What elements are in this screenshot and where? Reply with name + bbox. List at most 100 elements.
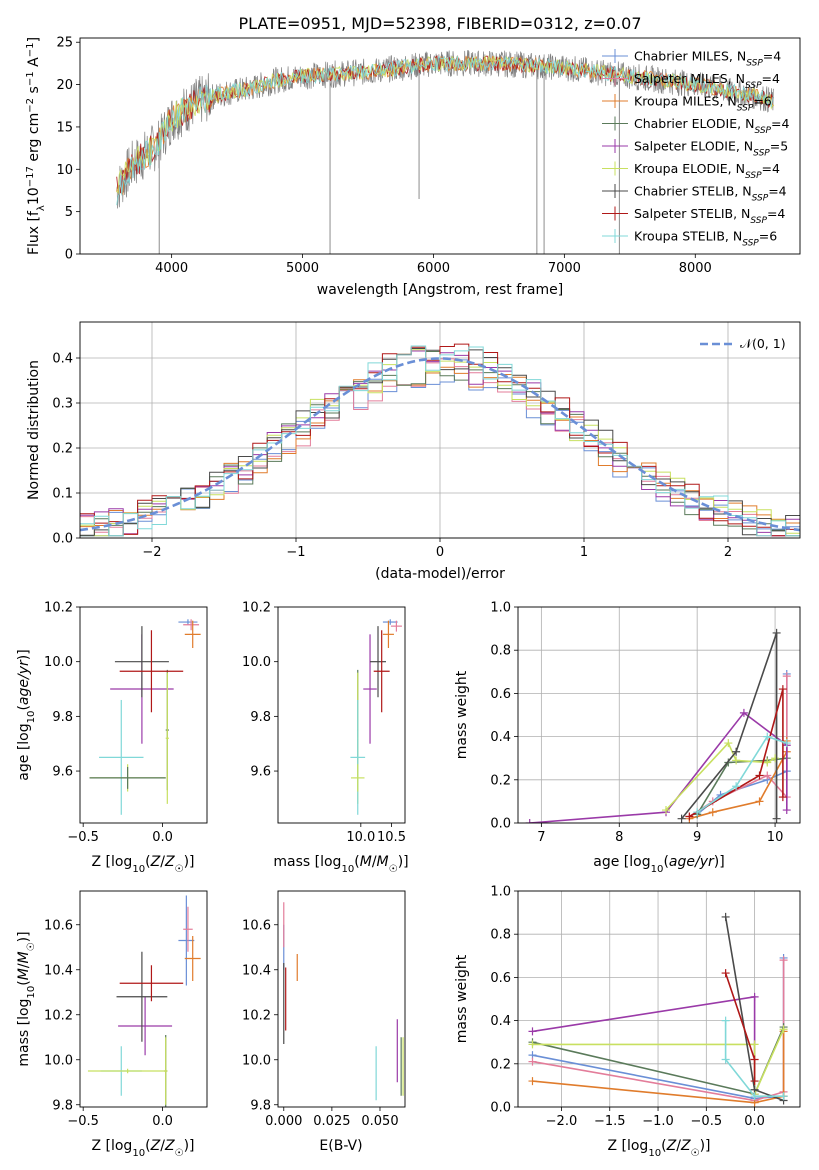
tick-label-x: −0.5 bbox=[691, 1114, 723, 1129]
tick-label-x: 7000 bbox=[548, 261, 581, 276]
tick-label-x: −2 bbox=[142, 545, 161, 560]
label-part: ( bbox=[16, 980, 32, 985]
label-part: ☉ bbox=[691, 1148, 700, 1159]
label-part: Z [log bbox=[607, 1138, 648, 1154]
weight-marker bbox=[750, 992, 759, 1001]
tick-label-y: 10.2 bbox=[242, 601, 271, 616]
tick-label-y: 0.1 bbox=[52, 487, 73, 502]
tick-label-y: 5 bbox=[65, 205, 73, 220]
tick-label-x: −0.5 bbox=[67, 830, 99, 845]
tick-label-x: −1 bbox=[286, 545, 305, 560]
weight-line-kroupa-miles bbox=[532, 1031, 785, 1104]
weight-marker bbox=[721, 1055, 730, 1064]
tick-label-x: 0.0 bbox=[152, 1114, 173, 1129]
label-part: 10 bbox=[341, 864, 354, 875]
legend-name: Kroupa MILES, N bbox=[634, 94, 737, 109]
label-part: )] bbox=[184, 854, 195, 870]
tick-label-y: 9.8 bbox=[52, 1098, 73, 1113]
tick-label-y: 0.0 bbox=[490, 817, 511, 832]
weight-marker bbox=[763, 758, 772, 767]
weight-vs-age-xlabel: age [log10(age/yr)] bbox=[593, 854, 724, 875]
tick-label-y: 15 bbox=[56, 120, 73, 135]
label-part: mass [log bbox=[16, 999, 32, 1067]
label-part: 10 bbox=[132, 1148, 145, 1159]
weight-vs-age-ylabel: mass weight bbox=[454, 670, 470, 759]
label-part: −1 bbox=[25, 71, 36, 86]
label-part: 10 bbox=[26, 711, 37, 724]
label-part: A bbox=[26, 57, 42, 71]
tick-label-x: 8000 bbox=[679, 261, 712, 276]
mass-vs-ebv-axes: 0.000 0.025 0.050 9.8 10.0 10.2 10.4 10.6 bbox=[242, 918, 399, 1129]
weight-marker bbox=[755, 797, 764, 806]
label-part: )] bbox=[184, 1138, 195, 1154]
weight-line-kroupa-stelib bbox=[724, 1020, 784, 1097]
tick-label-x: 0 bbox=[436, 545, 444, 560]
histogram-kroupa-stelib bbox=[80, 345, 800, 537]
tick-label-y: 0.6 bbox=[490, 971, 511, 986]
label-part: −1 bbox=[25, 42, 36, 57]
label-part: M bbox=[16, 951, 32, 963]
legend-nssp: =6 bbox=[759, 229, 777, 244]
tick-label-y: 0.4 bbox=[490, 730, 511, 745]
tick-label-x: −0.5 bbox=[67, 1114, 99, 1129]
age-vs-mass-plot-area bbox=[350, 619, 402, 815]
label-part: / bbox=[372, 854, 377, 870]
tick-label-x: 4000 bbox=[155, 261, 188, 276]
label-part: 10 bbox=[26, 986, 37, 999]
age-vs-z-frame bbox=[79, 606, 208, 824]
tick-label-y: 0.8 bbox=[490, 928, 511, 943]
label-part: −2 bbox=[25, 98, 36, 113]
weight-marker bbox=[708, 808, 717, 817]
spectrum-frame bbox=[79, 37, 801, 255]
label-part: Z bbox=[150, 1138, 161, 1154]
label-part: λ bbox=[36, 205, 47, 211]
label-part: Z bbox=[680, 1138, 691, 1154]
tick-label-x: 6000 bbox=[417, 261, 450, 276]
tick-label-y: 9.8 bbox=[52, 710, 73, 725]
legend-sub: SSP bbox=[745, 81, 762, 91]
label-part: 10 bbox=[651, 864, 664, 875]
weight-marker bbox=[732, 756, 741, 765]
label-part: ( bbox=[145, 1138, 150, 1154]
tick-label-x: −1.5 bbox=[594, 1114, 626, 1129]
label-part: age [log bbox=[16, 723, 32, 780]
mass-vs-z-frame bbox=[79, 890, 208, 1108]
mass-vs-z-xlabel: Z [log10(Z/Z☉)] bbox=[91, 1138, 194, 1159]
legend-label: Chabrier STELIB, NSSP=4 bbox=[634, 184, 787, 204]
label-part: )] bbox=[714, 854, 725, 870]
tick-label-y: 0.6 bbox=[490, 687, 511, 702]
label-part: / bbox=[676, 1138, 681, 1154]
weight-marker bbox=[782, 739, 791, 748]
label-part: s bbox=[26, 86, 42, 98]
tick-label-y: 0.8 bbox=[490, 644, 511, 659]
weight-marker bbox=[750, 1055, 759, 1064]
legend-sub: SSP bbox=[752, 194, 769, 204]
tick-label-y: 0.2 bbox=[490, 1057, 511, 1072]
legend-name: Salpeter ELODIE, N bbox=[634, 139, 753, 154]
histogram-salpeter-stelib bbox=[80, 343, 800, 537]
tick-label-x: 7 bbox=[537, 830, 545, 845]
mass-vs-ebv-plot-area bbox=[283, 902, 404, 1101]
tick-label-y: 9.8 bbox=[250, 710, 271, 725]
label-part: Z [log bbox=[91, 1138, 132, 1154]
legend-name: Kroupa STELIB, N bbox=[634, 229, 742, 244]
weight-vs-z-plot-area bbox=[528, 912, 788, 1107]
label-part: / bbox=[160, 1138, 165, 1154]
label-part: ☉ bbox=[26, 942, 37, 951]
weight-marker bbox=[750, 1040, 759, 1049]
label-part: )] bbox=[16, 931, 32, 942]
label-part: / bbox=[160, 854, 165, 870]
legend-nssp: =6 bbox=[753, 94, 771, 109]
tick-label-y: 20 bbox=[56, 78, 73, 93]
weight-marker bbox=[763, 732, 772, 741]
tick-label-x: 2 bbox=[724, 545, 732, 560]
mass-vs-ebv-xlabel: E(B-V) bbox=[319, 1138, 362, 1154]
tick-label-x: 10.0 bbox=[346, 830, 375, 845]
label-part: Z bbox=[164, 1138, 175, 1154]
weight-line-salpeter-elodie bbox=[532, 995, 756, 1094]
tick-label-x: 0.0 bbox=[744, 1114, 765, 1129]
weight-marker bbox=[750, 1077, 759, 1086]
weight-marker bbox=[525, 819, 534, 823]
label-part: erg cm bbox=[26, 113, 42, 166]
